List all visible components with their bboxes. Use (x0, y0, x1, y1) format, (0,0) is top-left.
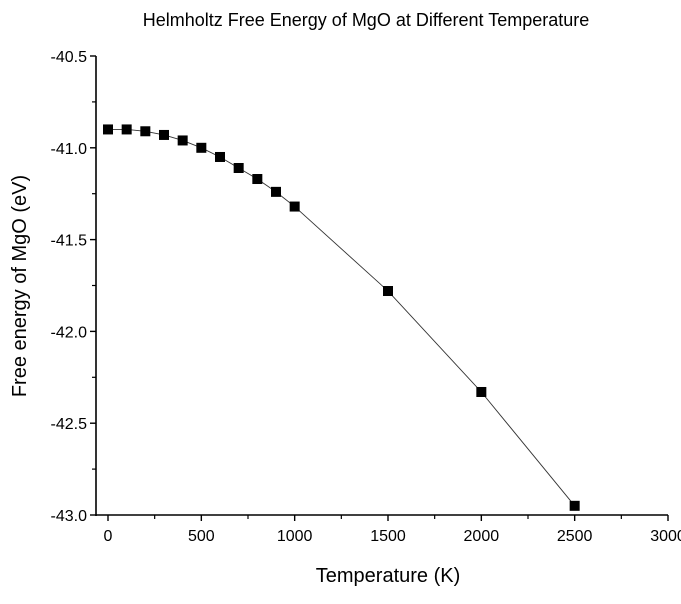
data-point (140, 126, 151, 137)
data-point (271, 186, 281, 197)
chart-title: Helmholtz Free Energy of MgO at Differen… (143, 10, 590, 30)
y-tick-label: -41.5 (51, 233, 88, 250)
data-point (177, 135, 188, 146)
data-point (252, 174, 263, 185)
data-point (383, 286, 393, 297)
y-tick-label: -43.0 (51, 508, 88, 525)
y-tick-label: -41.0 (51, 141, 88, 158)
x-tick-label: 1500 (370, 528, 406, 545)
data-point (233, 162, 244, 173)
data-point (215, 151, 225, 162)
x-tick-label: 3000 (650, 528, 681, 545)
data-point (103, 124, 113, 135)
x-tick-label: 2000 (464, 528, 500, 545)
data-point (569, 500, 580, 511)
x-tick-label: 500 (188, 528, 215, 545)
data-point (289, 201, 300, 212)
x-tick-label: 0 (104, 528, 113, 545)
data-point (121, 124, 132, 135)
data-point (476, 386, 487, 397)
x-axis-label: Temperature (K) (316, 565, 461, 587)
y-axis-label: Free energy of MgO (eV) (9, 175, 31, 397)
x-tick-label: 2500 (557, 528, 593, 545)
series-line (108, 128, 576, 507)
x-tick-label: 1000 (277, 528, 313, 545)
data-point (196, 142, 207, 153)
y-tick-label: -42.0 (51, 324, 88, 341)
y-tick-label: -40.5 (51, 49, 88, 66)
y-tick-label: -42.5 (51, 416, 88, 433)
data-point (159, 129, 169, 140)
